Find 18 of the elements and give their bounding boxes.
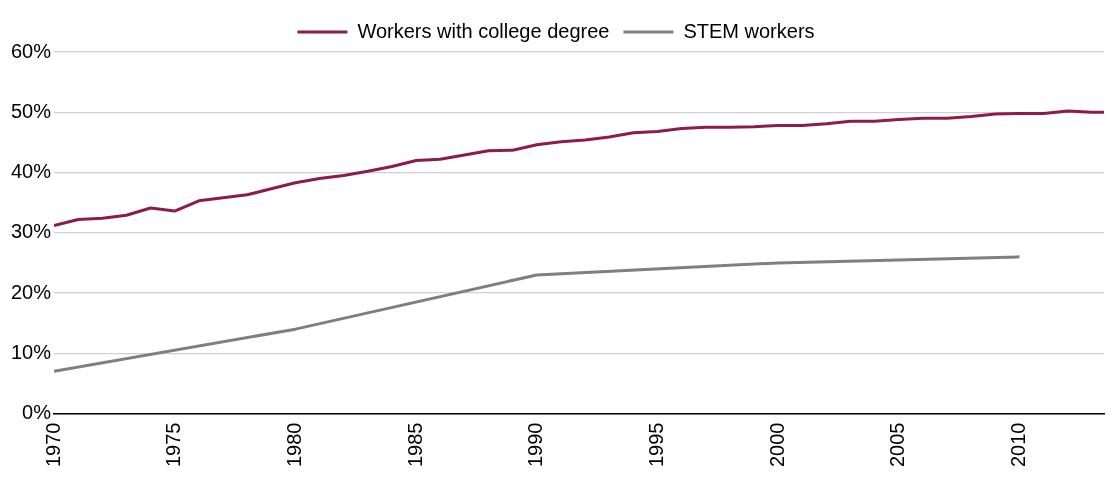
y-tick-label: 0% — [22, 401, 52, 424]
x-tick-label: 2005 — [886, 422, 909, 468]
x-tick-label: 1990 — [524, 422, 547, 468]
x-tick-label: 2000 — [765, 422, 788, 468]
y-tick-label: 30% — [11, 220, 52, 243]
legend-label: STEM workers — [683, 19, 815, 42]
y-tick-label: 50% — [11, 99, 52, 122]
legend-label: Workers with college degree — [357, 19, 610, 42]
x-tick-label: 1985 — [403, 422, 426, 468]
x-tick-label: 1995 — [644, 422, 667, 468]
x-tick-label: 2010 — [1007, 422, 1030, 468]
y-tick-label: 10% — [11, 340, 52, 363]
y-tick-label: 40% — [11, 160, 52, 183]
x-tick-label: 1970 — [41, 422, 64, 468]
y-tick-label: 20% — [11, 280, 52, 303]
y-tick-label: 60% — [11, 39, 52, 62]
x-tick-label: 1975 — [162, 422, 185, 468]
x-tick-label: 1980 — [282, 422, 305, 468]
